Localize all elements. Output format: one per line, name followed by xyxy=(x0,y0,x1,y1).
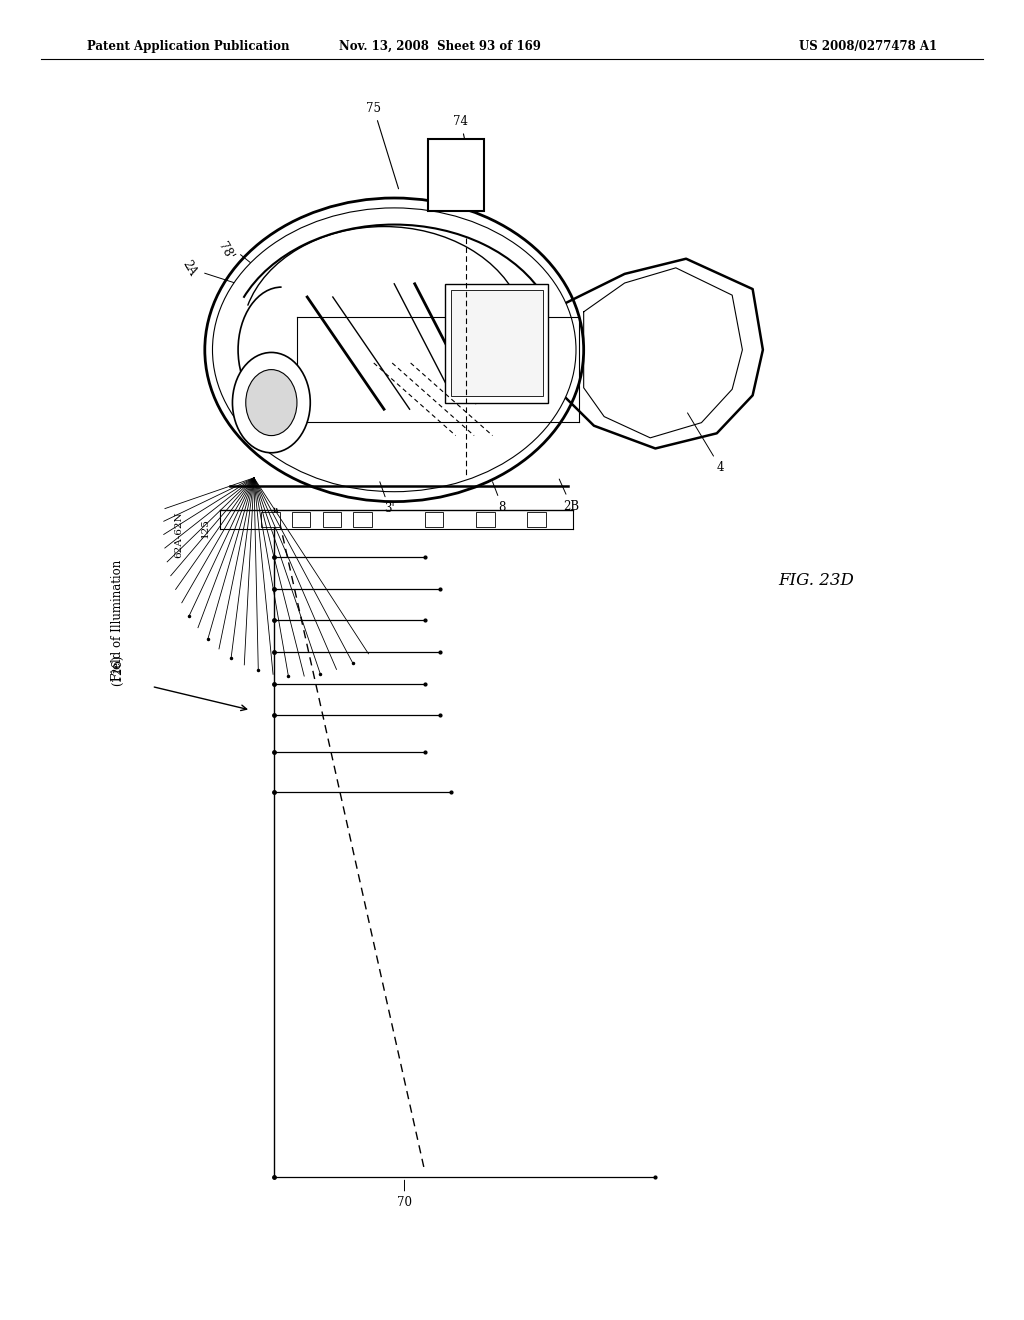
Text: 62A-62N: 62A-62N xyxy=(175,511,183,558)
Bar xyxy=(476,512,495,527)
Bar xyxy=(527,512,546,527)
Text: (126): (126) xyxy=(112,655,124,686)
Bar xyxy=(323,512,341,527)
Text: 78': 78' xyxy=(215,240,236,261)
Text: Patent Application Publication: Patent Application Publication xyxy=(87,40,290,53)
Text: US 2008/0277478 A1: US 2008/0277478 A1 xyxy=(799,40,937,53)
Text: FIG. 23D: FIG. 23D xyxy=(778,573,854,589)
Text: Nov. 13, 2008  Sheet 93 of 169: Nov. 13, 2008 Sheet 93 of 169 xyxy=(339,40,542,53)
Text: Field of Illumination: Field of Illumination xyxy=(112,560,124,681)
Bar xyxy=(292,512,310,527)
Text: 74: 74 xyxy=(454,115,475,189)
Text: 125: 125 xyxy=(201,517,209,539)
Bar xyxy=(425,512,443,527)
Ellipse shape xyxy=(205,198,584,502)
Ellipse shape xyxy=(213,209,575,492)
Circle shape xyxy=(232,352,310,453)
Text: 2B: 2B xyxy=(559,479,580,512)
Bar xyxy=(451,290,543,396)
Text: 70: 70 xyxy=(397,1180,412,1209)
Text: 8: 8 xyxy=(493,482,506,513)
Text: 4: 4 xyxy=(687,413,724,474)
Bar xyxy=(428,139,483,211)
Text: 75: 75 xyxy=(367,102,398,189)
Bar xyxy=(261,512,280,527)
Bar xyxy=(353,512,372,527)
Bar xyxy=(445,284,548,403)
Text: 2A: 2A xyxy=(180,257,199,279)
Text: 3': 3' xyxy=(380,482,394,515)
Circle shape xyxy=(246,370,297,436)
